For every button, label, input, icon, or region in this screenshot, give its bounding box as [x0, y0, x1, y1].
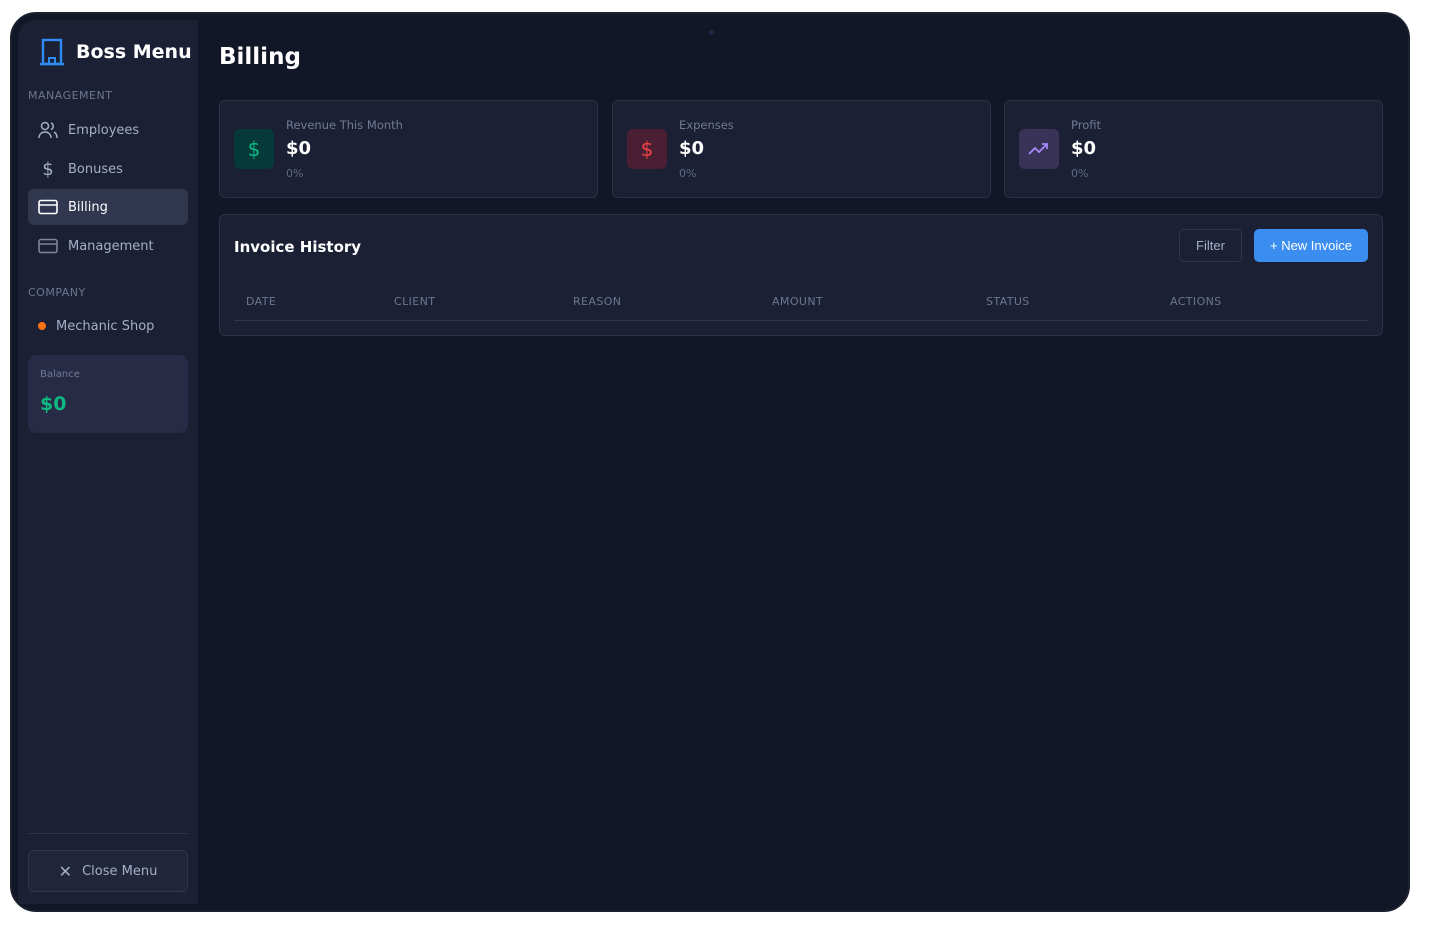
stat-value: $0: [1071, 138, 1097, 159]
dollar-icon: $: [627, 129, 667, 169]
column-header-client: CLIENT: [394, 295, 436, 308]
stat-label: Profit: [1071, 118, 1101, 132]
stat-value: $0: [679, 138, 705, 159]
stat-value: $0: [286, 138, 312, 159]
new-invoice-button[interactable]: + New Invoice: [1254, 229, 1368, 262]
balance-value: $0: [40, 393, 67, 415]
camera-dot: [709, 30, 714, 35]
sidebar-item-label: Billing: [68, 199, 108, 215]
stat-label: Expenses: [679, 118, 734, 132]
trending-up-icon: [1019, 129, 1059, 169]
sidebar-item-management[interactable]: Management: [28, 228, 188, 264]
app-title: Boss Menu: [76, 41, 192, 63]
sidebar-item-label: Bonuses: [68, 161, 123, 177]
stat-change: 0%: [1071, 167, 1089, 180]
close-menu-label: Close Menu: [82, 863, 158, 879]
status-dot-icon: [38, 322, 46, 330]
sidebar-item-label: Management: [68, 238, 154, 254]
company-name: Mechanic Shop: [56, 318, 155, 334]
close-menu-button[interactable]: ✕ Close Menu: [28, 850, 188, 892]
stat-change: 0%: [286, 167, 304, 180]
column-header-amount: AMOUNT: [772, 295, 824, 308]
balance-card: Balance $0: [28, 355, 188, 433]
sidebar-item-billing[interactable]: Billing: [28, 189, 188, 225]
column-header-status: STATUS: [986, 295, 1030, 308]
sidebar-item-bonuses[interactable]: $ Bonuses: [28, 151, 188, 187]
sidebar-item-label: Employees: [68, 122, 140, 138]
stat-card-profit: Profit $0 0%: [1004, 100, 1383, 198]
section-company: COMPANY: [28, 286, 86, 299]
stat-label: Revenue This Month: [286, 118, 403, 132]
credit-card-icon: [38, 199, 58, 215]
column-header-date: DATE: [246, 295, 277, 308]
logo: Boss Menu: [40, 38, 192, 66]
divider: [28, 833, 188, 834]
invoice-history-panel: Invoice History Filter + New Invoice DAT…: [219, 214, 1383, 336]
building-icon: [40, 38, 64, 66]
users-icon: [38, 121, 58, 139]
stat-change: 0%: [679, 167, 697, 180]
dollar-icon: $: [42, 158, 54, 180]
balance-label: Balance: [40, 369, 80, 380]
sidebar: Boss Menu MANAGEMENT Employees $ Bonuses…: [18, 20, 198, 904]
section-management: MANAGEMENT: [28, 89, 113, 102]
close-icon: ✕: [58, 861, 73, 881]
filter-button[interactable]: Filter: [1179, 229, 1242, 262]
stat-card-revenue: $ Revenue This Month $0 0%: [219, 100, 598, 198]
table-header-divider: [234, 320, 1368, 321]
company-item[interactable]: Mechanic Shop: [28, 308, 188, 344]
credit-card-icon: [38, 238, 58, 254]
app-window: Boss Menu MANAGEMENT Employees $ Bonuses…: [10, 12, 1410, 912]
page-title: Billing: [219, 44, 301, 70]
stat-card-expenses: $ Expenses $0 0%: [612, 100, 991, 198]
column-header-reason: REASON: [573, 295, 622, 308]
column-header-actions: ACTIONS: [1170, 295, 1222, 308]
sidebar-item-employees[interactable]: Employees: [28, 112, 188, 148]
dollar-icon: $: [234, 129, 274, 169]
invoice-history-title: Invoice History: [234, 238, 362, 256]
